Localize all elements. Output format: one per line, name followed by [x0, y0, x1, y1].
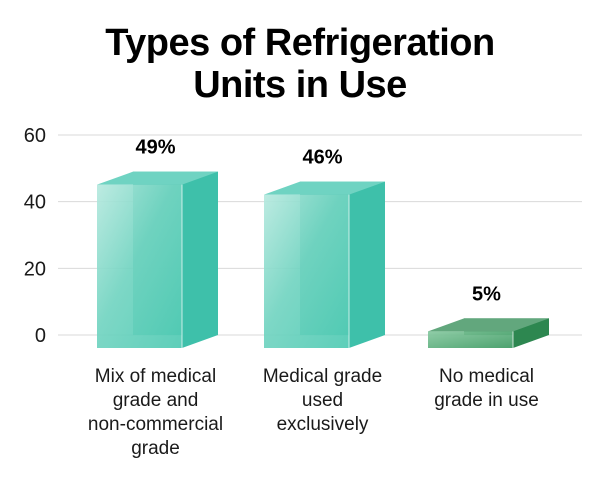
bar-top-face — [264, 181, 385, 195]
labels-layer: 0 20 40 60 49% Mix of medical grade and non-com… — [24, 125, 539, 459]
x-category-label: Medical grade — [263, 366, 382, 387]
bar-front-face — [264, 194, 349, 348]
x-category-label: exclusively — [277, 414, 369, 435]
bar-data-label: 49% — [135, 137, 175, 159]
chart-title: Types of Refrigeration Units in Use — [0, 22, 600, 106]
y-tick-label: 0 — [35, 325, 46, 347]
y-tick-label: 40 — [24, 192, 46, 214]
x-category-label: non-commercial — [88, 414, 223, 435]
x-category-label: grade — [131, 438, 180, 459]
bar-data-label: 5% — [472, 283, 501, 305]
x-category-label: No medical — [439, 366, 534, 387]
bar-side-face — [349, 181, 385, 348]
chart-title-line-2: Units in Use — [193, 64, 407, 106]
bars-layer — [97, 171, 549, 348]
y-tick-label: 20 — [24, 258, 46, 280]
x-category-label: grade in use — [434, 390, 539, 411]
x-category-label: grade and — [113, 390, 199, 411]
bar-top-face — [428, 318, 549, 332]
chart-title-line-1: Types of Refrigeration — [105, 22, 495, 64]
bar-top-face — [97, 171, 218, 185]
y-tick-label: 60 — [24, 125, 46, 147]
bar-front-face — [97, 184, 182, 348]
bar — [264, 181, 385, 348]
bar-side-face — [513, 318, 549, 348]
bar — [97, 171, 218, 348]
bar-front-face — [428, 331, 513, 348]
bar-data-label: 46% — [302, 147, 342, 169]
bar — [428, 318, 549, 348]
x-category-label: Mix of medical — [95, 366, 216, 387]
x-category-label: used — [302, 390, 343, 411]
bar-side-face — [182, 171, 218, 348]
